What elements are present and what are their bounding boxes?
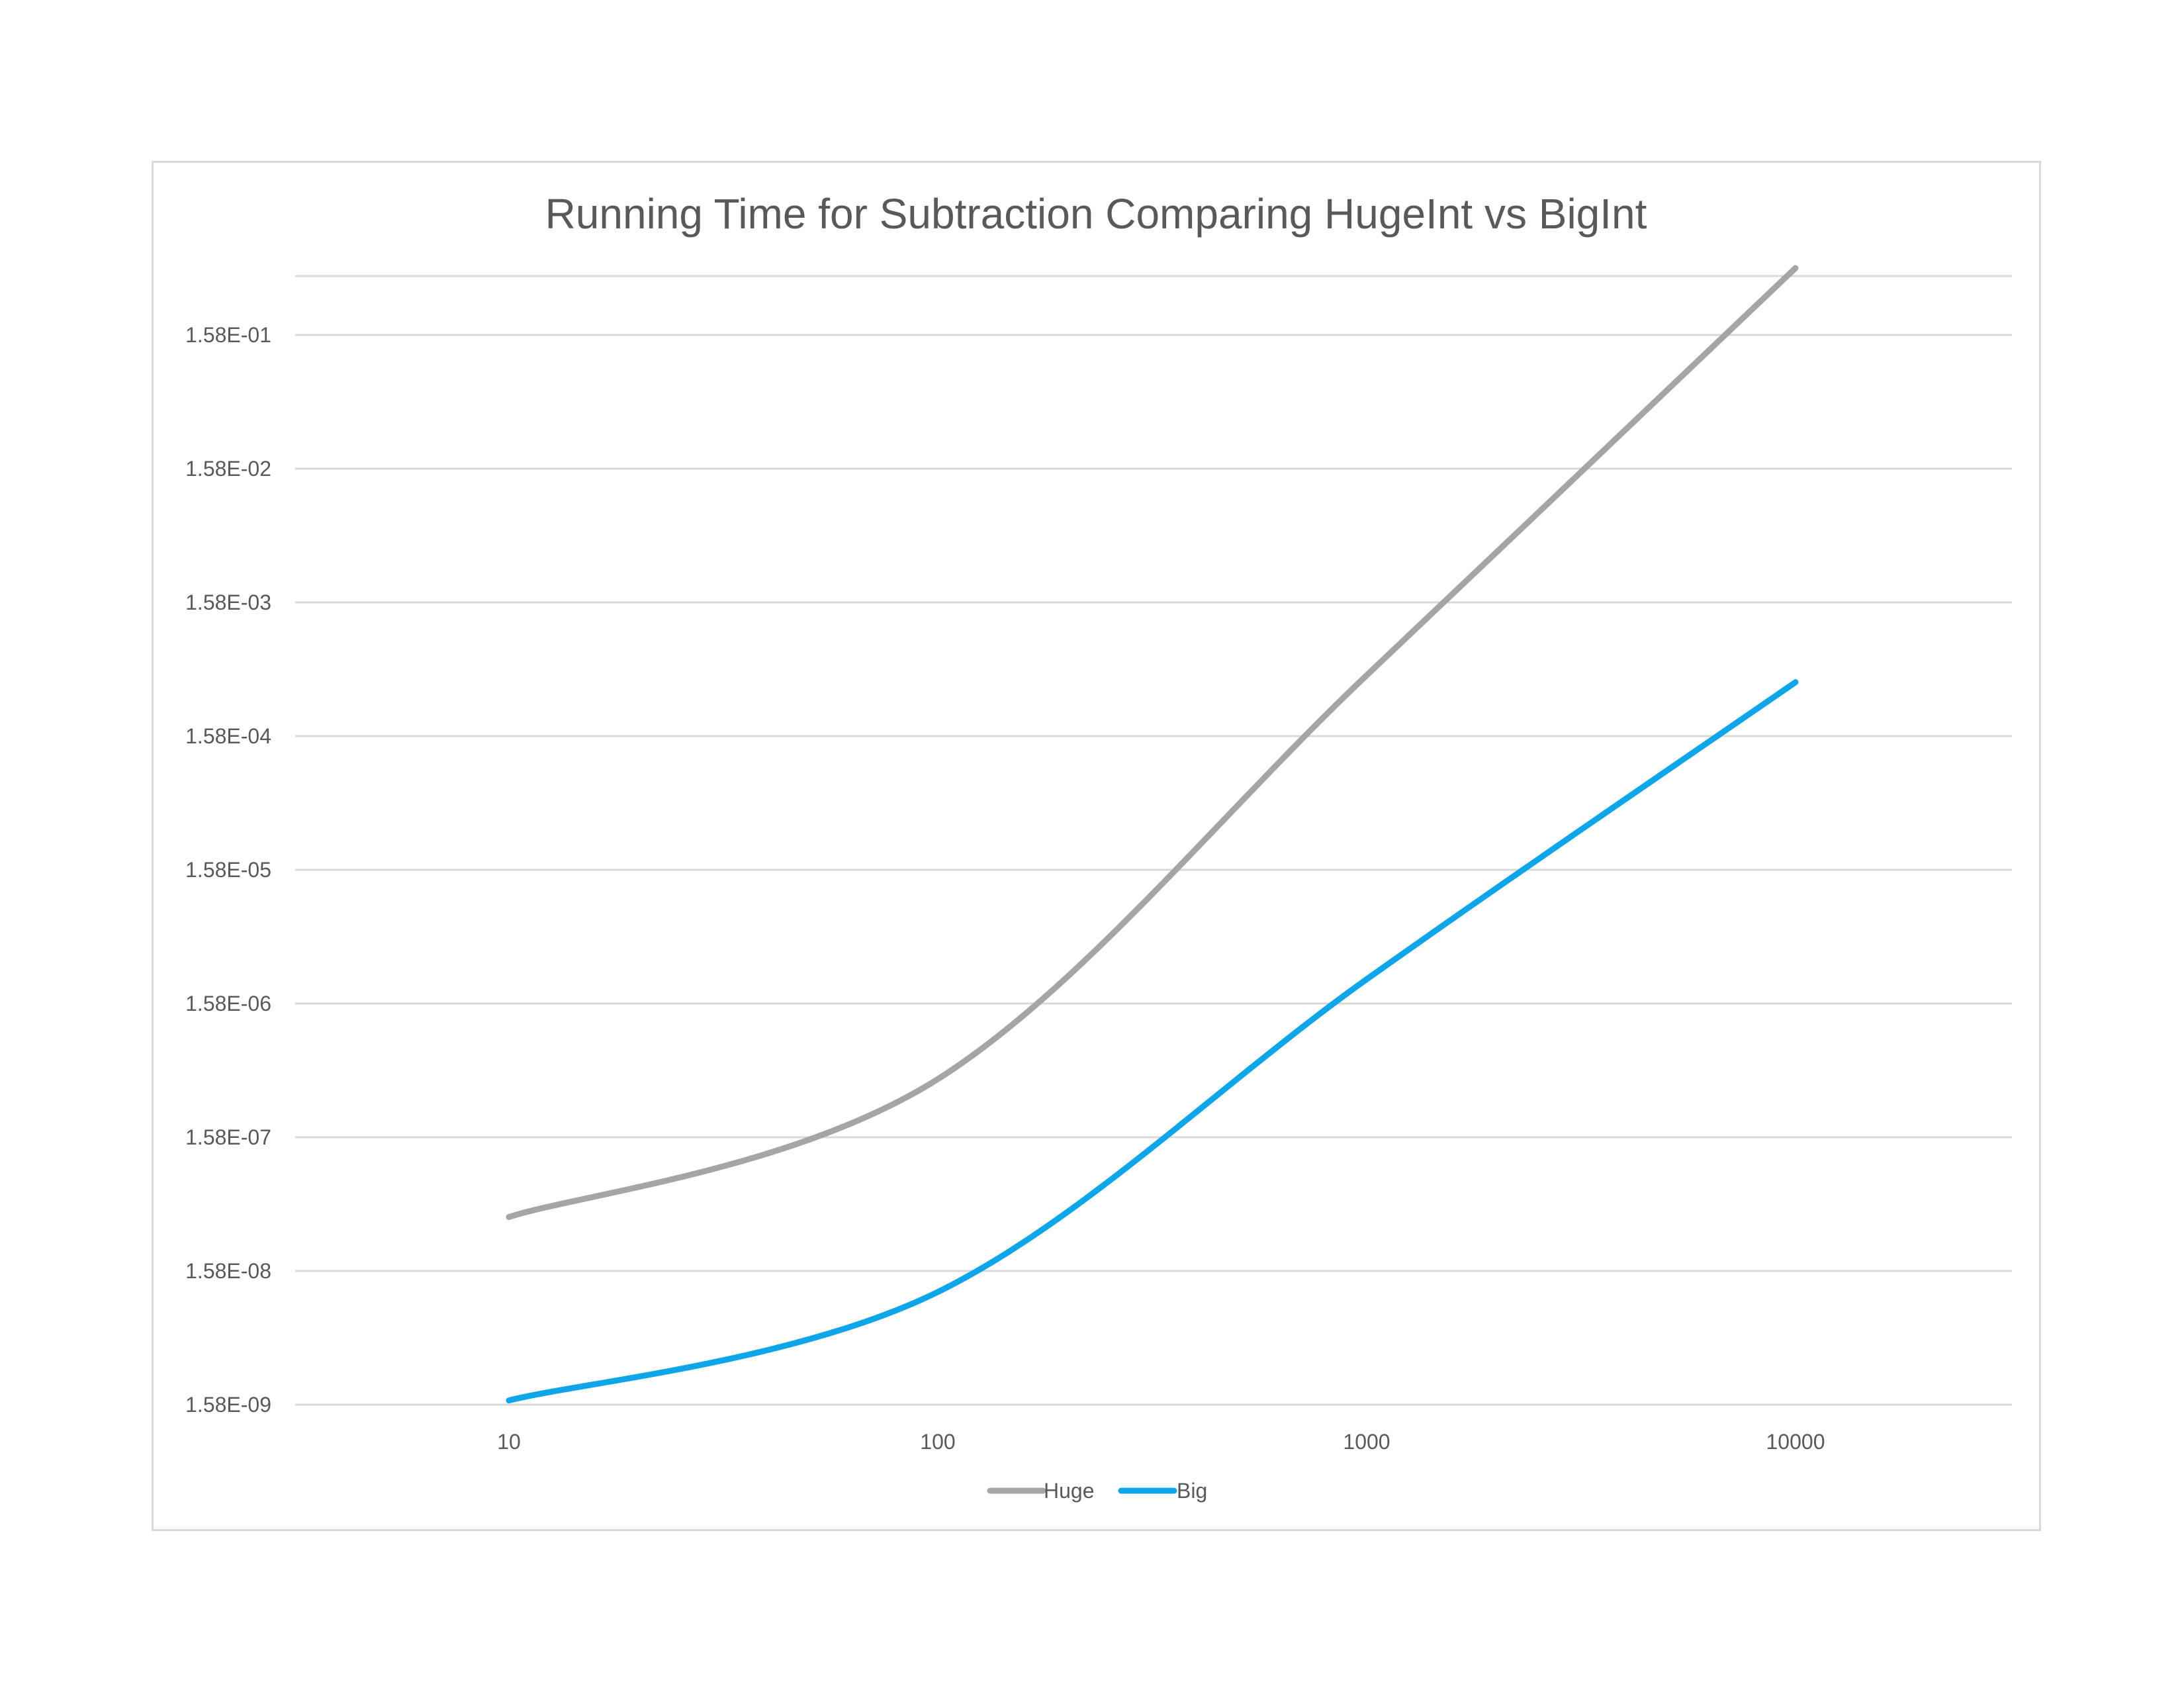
series-line-big <box>506 679 1799 1404</box>
series-layer <box>506 265 1799 1404</box>
legend-label-big: Big <box>1177 1479 1207 1503</box>
series-line-huge <box>506 265 1799 1221</box>
y-tick-label: 1.58E-07 <box>185 1125 271 1149</box>
y-tick-label: 1.58E-08 <box>185 1259 271 1283</box>
y-tick-label: 1.58E-02 <box>185 457 271 481</box>
y-tick-label: 1.58E-06 <box>185 992 271 1015</box>
y-tick-label: 1.58E-03 <box>185 590 271 614</box>
y-tick-label: 1.58E-01 <box>185 323 271 347</box>
x-tick-label: 1000 <box>1343 1430 1390 1454</box>
chart-title: Running Time for Subtraction Comparing H… <box>545 190 1647 238</box>
chart-svg: Running Time for Subtraction Comparing H… <box>185 190 2012 1503</box>
grid-layer <box>295 275 2012 1406</box>
x-tick-label: 10 <box>497 1430 521 1454</box>
x-tick-label: 100 <box>920 1430 955 1454</box>
chart-frame: Running Time for Subtraction Comparing H… <box>152 161 2041 1531</box>
legend: Huge Big <box>987 1479 1207 1503</box>
legend-label-huge: Huge <box>1044 1479 1095 1503</box>
y-tick-label: 1.58E-04 <box>185 724 271 748</box>
y-tick-label: 1.58E-05 <box>185 858 271 882</box>
y-axis-tick-labels: 1.58E-09 1.58E-08 1.58E-07 1.58E-06 1.58E-05… <box>185 323 271 1417</box>
y-tick-label: 1.58E-09 <box>185 1393 271 1417</box>
x-tick-label: 10000 <box>1766 1430 1825 1454</box>
x-axis-tick-labels: 10 100 1000 10000 <box>497 1430 1825 1454</box>
